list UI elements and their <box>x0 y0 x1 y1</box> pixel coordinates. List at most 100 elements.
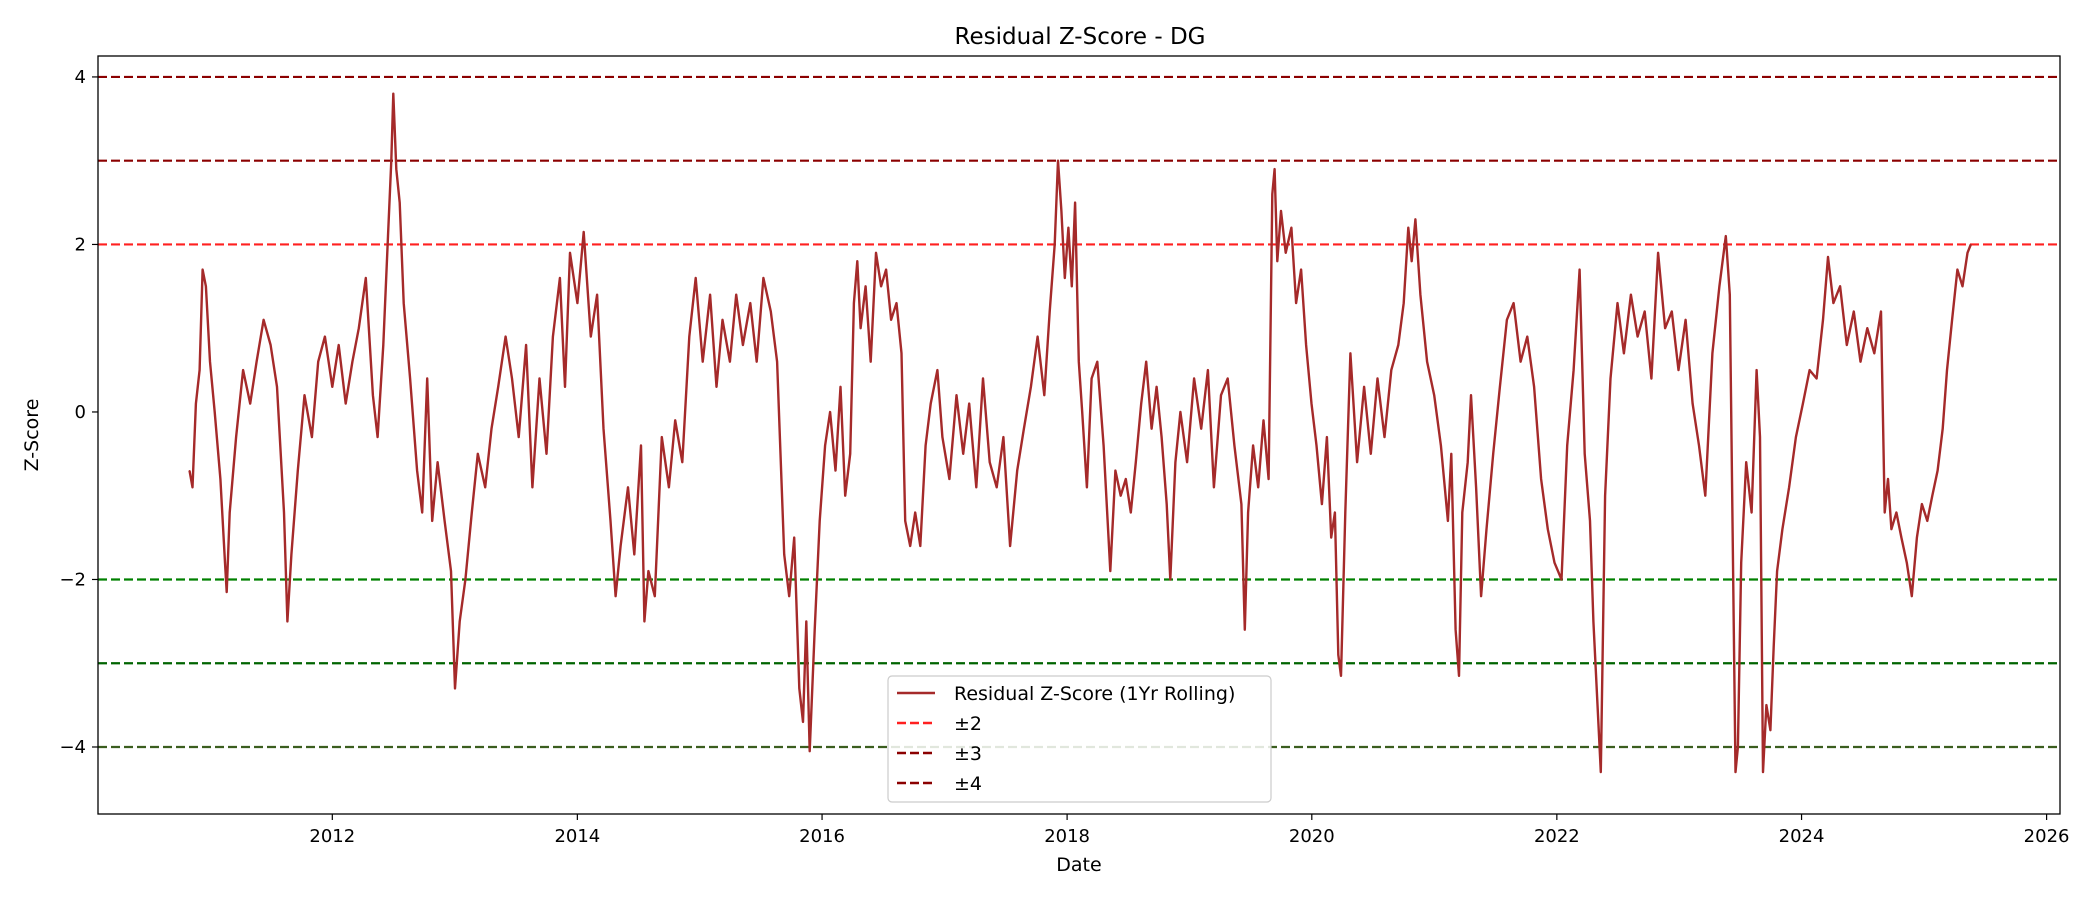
data-point <box>1729 294 1731 296</box>
data-point <box>1485 528 1488 530</box>
data-point <box>870 361 872 363</box>
data-point <box>1071 285 1073 287</box>
data-point <box>1781 528 1783 530</box>
y-tick-label: 4 <box>75 67 86 88</box>
data-point <box>1827 256 1829 258</box>
data-point <box>1664 327 1666 329</box>
data-point <box>885 269 887 271</box>
data-point <box>1759 436 1761 438</box>
data-point <box>1506 319 1508 321</box>
data-point <box>853 302 855 304</box>
x-tick-label: 2018 <box>1044 826 1090 847</box>
data-point <box>1151 428 1153 430</box>
data-point <box>224 562 226 564</box>
data-point <box>1698 444 1700 447</box>
data-point <box>191 486 194 488</box>
data-point <box>844 495 846 497</box>
data-point <box>1193 377 1195 380</box>
data-point <box>1609 377 1612 380</box>
data-point <box>715 386 718 388</box>
data-point <box>1109 570 1111 572</box>
data-point <box>1832 302 1834 304</box>
data-point <box>1657 252 1659 254</box>
data-point <box>1584 453 1586 455</box>
data-point <box>1921 503 1923 505</box>
data-point <box>955 394 958 396</box>
y-tick-label: −2 <box>59 569 86 590</box>
data-point <box>1547 528 1549 530</box>
data-point <box>311 436 313 438</box>
data-point <box>283 511 285 514</box>
data-point <box>1616 302 1619 304</box>
data-point <box>1880 310 1882 313</box>
data-point <box>1054 243 1056 246</box>
data-point <box>1480 595 1482 597</box>
data-point <box>962 453 964 455</box>
data-point <box>1227 377 1229 380</box>
data-point <box>1604 495 1606 497</box>
data-point <box>576 302 579 304</box>
data-point <box>1114 470 1116 472</box>
data-point <box>647 570 650 572</box>
data-point <box>1321 503 1323 505</box>
data-point <box>1247 511 1249 514</box>
data-point <box>1773 645 1775 648</box>
data-point <box>399 202 401 204</box>
data-point <box>783 553 785 556</box>
data-point <box>1340 675 1342 677</box>
data-point <box>742 344 744 346</box>
data-point <box>403 302 405 304</box>
data-point <box>382 344 384 346</box>
data-point <box>1310 403 1313 405</box>
data-point <box>904 520 906 522</box>
data-point <box>477 453 479 455</box>
y-axis-ticks: 4 2 0 −2 −4 <box>59 67 98 758</box>
data-point <box>1220 394 1222 396</box>
data-point <box>1030 386 1032 388</box>
data-point <box>856 260 858 262</box>
data-point <box>242 369 244 371</box>
data-point <box>1644 310 1646 313</box>
data-point <box>1788 486 1790 488</box>
data-point <box>834 470 837 472</box>
x-tick-label: 2020 <box>1289 826 1335 847</box>
data-point <box>890 319 892 321</box>
data-point <box>1711 352 1713 354</box>
data-point <box>615 595 617 597</box>
data-point <box>1285 252 1287 254</box>
data-point <box>1130 511 1132 514</box>
y-tick-label: 2 <box>75 234 86 255</box>
data-point <box>1156 386 1158 388</box>
data-point <box>1002 436 1005 438</box>
data-point <box>490 428 493 430</box>
data-point <box>1179 411 1181 413</box>
data-point <box>1946 369 1948 371</box>
data-point <box>409 377 411 380</box>
data-point <box>1592 620 1594 623</box>
data-point <box>416 470 418 472</box>
data-point <box>643 620 646 623</box>
data-point <box>1383 436 1386 438</box>
data-point <box>1951 319 1953 321</box>
data-point <box>824 444 826 447</box>
data-point <box>936 369 939 371</box>
data-point <box>421 511 423 514</box>
data-point <box>1213 486 1215 488</box>
data-point <box>1414 218 1416 220</box>
data-point <box>1795 436 1797 438</box>
data-point <box>1349 352 1351 354</box>
data-point <box>749 302 751 304</box>
legend-label: ±3 <box>954 743 982 765</box>
data-point <box>925 444 927 447</box>
data-point <box>1233 444 1235 447</box>
data-point <box>358 327 360 329</box>
data-point <box>450 570 452 572</box>
data-point <box>1540 478 1542 480</box>
data-point <box>1262 419 1265 421</box>
data-point <box>762 277 765 279</box>
data-point <box>919 545 921 547</box>
data-point <box>552 336 554 338</box>
x-axis-label: Date <box>1056 854 1101 876</box>
data-point <box>1961 285 1964 287</box>
